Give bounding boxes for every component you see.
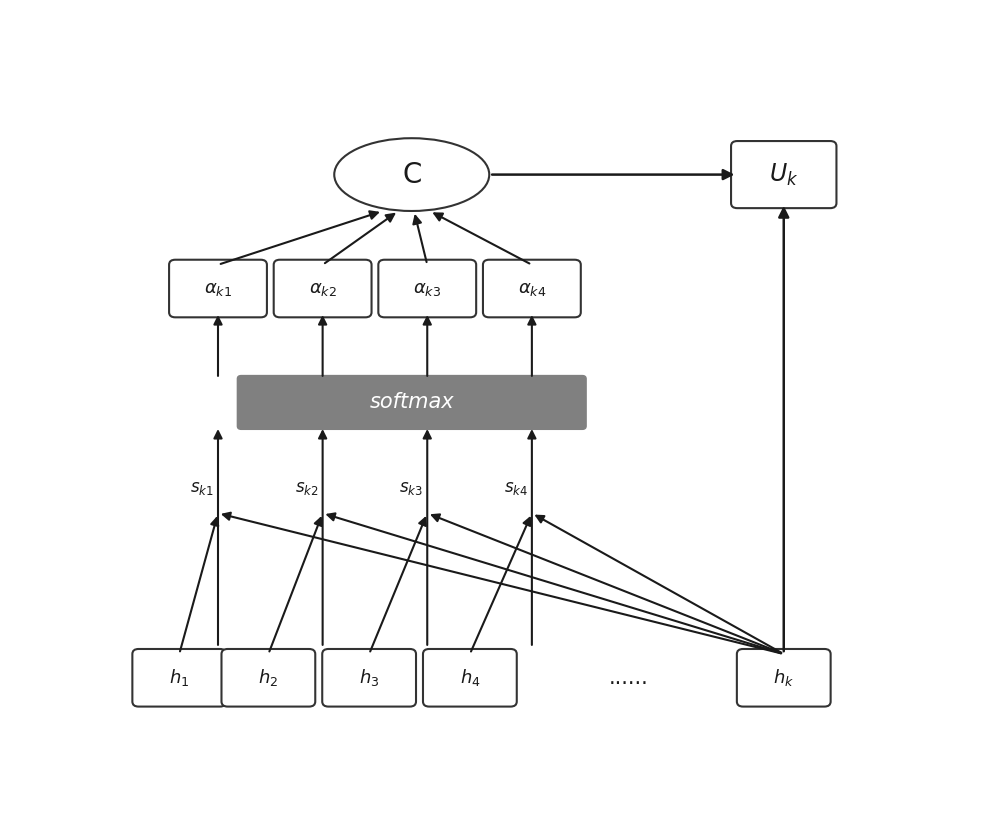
Text: $s_{k2}$: $s_{k2}$	[295, 479, 319, 496]
FancyBboxPatch shape	[237, 376, 586, 429]
Text: $h_1$: $h_1$	[169, 667, 189, 688]
FancyBboxPatch shape	[423, 649, 517, 707]
FancyBboxPatch shape	[221, 649, 315, 707]
FancyBboxPatch shape	[169, 260, 267, 317]
Text: C: C	[402, 160, 421, 188]
Text: ......: ......	[609, 667, 649, 688]
Text: $U_k$: $U_k$	[769, 161, 798, 187]
Text: $s_{k1}$: $s_{k1}$	[190, 479, 214, 496]
Text: $h_4$: $h_4$	[460, 667, 480, 688]
Ellipse shape	[334, 138, 489, 211]
FancyBboxPatch shape	[378, 260, 476, 317]
FancyBboxPatch shape	[483, 260, 581, 317]
Text: $s_{k3}$: $s_{k3}$	[399, 479, 423, 496]
FancyBboxPatch shape	[274, 260, 372, 317]
Text: $h_k$: $h_k$	[773, 667, 794, 688]
Text: $\alpha_{k1}$: $\alpha_{k1}$	[204, 279, 232, 298]
Text: $h_2$: $h_2$	[258, 667, 278, 688]
Text: $s_{k4}$: $s_{k4}$	[504, 479, 528, 496]
FancyBboxPatch shape	[322, 649, 416, 707]
Text: $\alpha_{k2}$: $\alpha_{k2}$	[309, 279, 337, 298]
FancyBboxPatch shape	[132, 649, 226, 707]
Text: $\alpha_{k4}$: $\alpha_{k4}$	[518, 279, 546, 298]
FancyBboxPatch shape	[731, 141, 836, 208]
Text: softmax: softmax	[369, 392, 454, 413]
FancyBboxPatch shape	[737, 649, 831, 707]
Text: $\alpha_{k3}$: $\alpha_{k3}$	[413, 279, 441, 298]
Text: $h_3$: $h_3$	[359, 667, 379, 688]
